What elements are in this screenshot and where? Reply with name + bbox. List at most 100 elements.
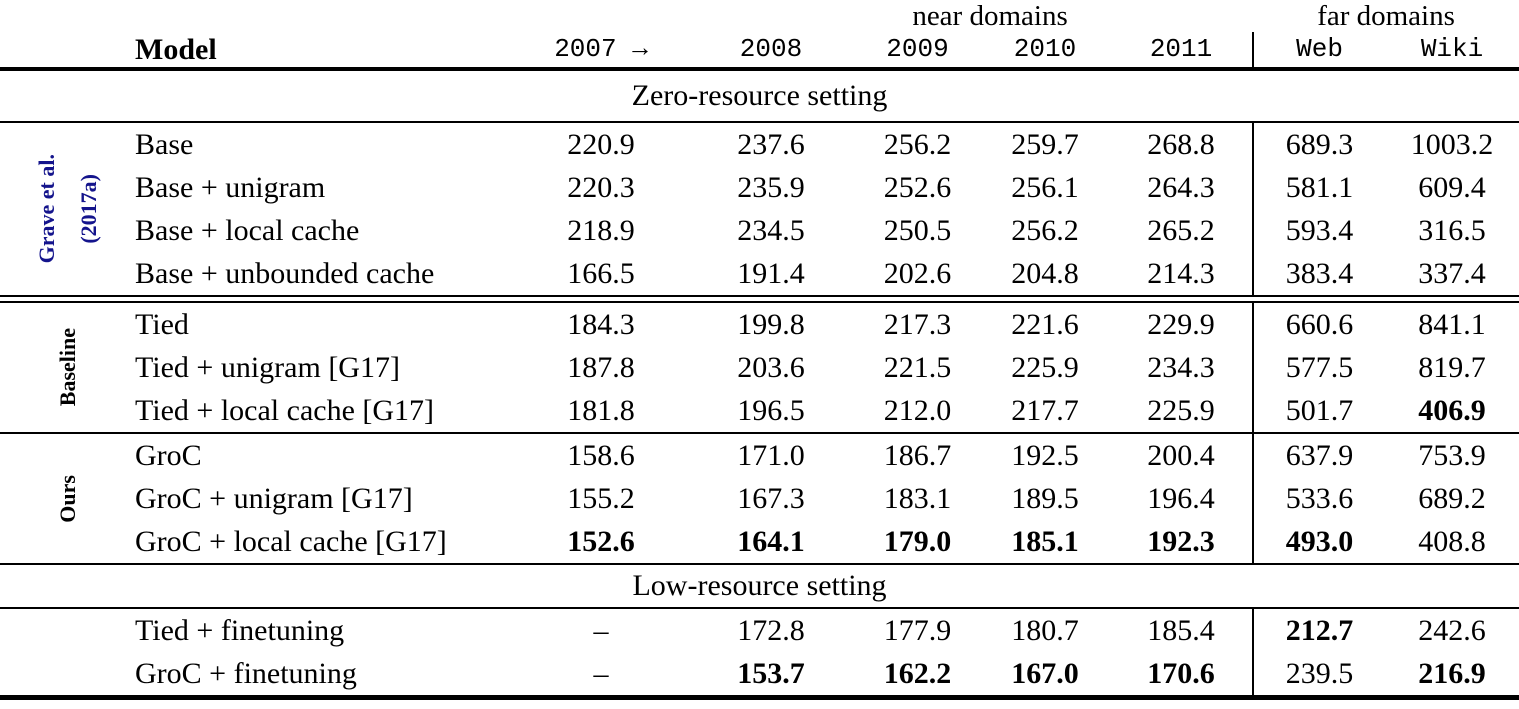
side-label-wrap: Grave et al. (2017a) <box>0 123 135 295</box>
value-cell: 220.3 <box>567 170 635 204</box>
table-row: Base + unbounded cache 166.5 191.4 202.6 204… <box>0 252 1519 296</box>
section-rule <box>0 295 1519 303</box>
value-cell: – <box>593 613 609 647</box>
value-cell: 1003.2 <box>1410 127 1494 161</box>
side-label-cell: Baseline <box>0 302 135 433</box>
value-cell: 259.7 <box>1011 127 1079 161</box>
value-cell: 196.5 <box>737 393 805 427</box>
value-cell: 200.4 <box>1147 438 1215 472</box>
table-row: Tied + finetuning – 172.8 177.9 180.7 185.4 21… <box>0 608 1519 652</box>
value-cell: 753.9 <box>1418 438 1486 472</box>
section-title-row: Zero-resource setting <box>0 67 1519 123</box>
side-label: (2017a) <box>75 174 101 244</box>
header-spacer <box>0 32 135 69</box>
value-cell: 183.1 <box>883 481 952 515</box>
near-domains-header: near domains <box>912 0 1068 32</box>
side-label-cell <box>0 608 135 698</box>
value-cell: 217.3 <box>883 307 952 341</box>
model-name: Tied + local cache [G17] <box>135 393 435 427</box>
value-cell: 170.6 <box>1147 656 1215 690</box>
value-cell: 202.6 <box>883 256 952 290</box>
value-cell: 199.8 <box>737 307 805 341</box>
value-cell: 171.0 <box>737 438 805 472</box>
value-cell: 221.6 <box>1011 307 1079 341</box>
value-cell: 689.3 <box>1252 122 1386 166</box>
value-cell: 533.6 <box>1252 477 1386 520</box>
value-cell: 203.6 <box>737 350 805 384</box>
value-cell: 501.7 <box>1252 389 1386 433</box>
value-cell: 819.7 <box>1418 350 1486 384</box>
value-cell: 637.9 <box>1252 434 1386 477</box>
value-cell: 593.4 <box>1252 209 1386 252</box>
model-name: Tied + unigram [G17] <box>135 350 400 384</box>
value-cell: 408.8 <box>1418 524 1486 558</box>
value-cell: 256.1 <box>1011 170 1079 204</box>
value-cell: 221.5 <box>883 350 952 384</box>
value-cell: 689.2 <box>1418 481 1486 515</box>
value-cell: 172.8 <box>737 613 805 647</box>
value-cell: 186.7 <box>883 438 952 472</box>
table-row: Baseline Tied 184.3 199.8 217.3 221.6 229.9 660… <box>0 302 1519 407</box>
year-column-header-2009: 2009 <box>886 33 949 64</box>
model-name: Tied + finetuning <box>135 613 345 647</box>
model-name: Base + unbounded cache <box>135 256 435 290</box>
value-cell: 177.9 <box>883 613 952 647</box>
value-cell: 155.2 <box>567 481 635 515</box>
side-label-cell: Ours <box>0 434 135 564</box>
value-cell: 167.3 <box>737 481 805 515</box>
model-name: GroC + unigram [G17] <box>135 481 413 515</box>
value-cell: 158.6 <box>567 438 635 472</box>
value-cell: 162.2 <box>883 656 952 690</box>
value-cell: 167.0 <box>1011 656 1079 690</box>
side-label-cell: Grave et al. (2017a) <box>0 122 135 296</box>
year-column-header-2007: 2007 → <box>554 33 648 64</box>
model-name: Base + local cache <box>135 213 360 247</box>
value-cell: 192.3 <box>1147 524 1215 558</box>
side-label-wrap: Ours <box>0 434 135 563</box>
model-name: Base + unigram <box>135 170 326 204</box>
value-cell: 225.9 <box>1011 350 1079 384</box>
model-name: Base <box>135 127 194 161</box>
value-cell: – <box>593 656 609 690</box>
table-row: Grave et al. (2017a) Base 220.9 237.6 256.2 25… <box>0 122 1519 264</box>
side-label-wrap: Baseline <box>0 303 135 432</box>
table-row: Tied + local cache [G17] 181.8 196.5 212.0 2… <box>0 389 1519 433</box>
value-cell: 252.6 <box>883 170 952 204</box>
value-cell: 184.3 <box>567 307 635 341</box>
value-cell: 316.5 <box>1418 213 1486 247</box>
value-cell: 214.3 <box>1147 256 1215 290</box>
value-cell: 235.9 <box>737 170 805 204</box>
value-cell: 153.7 <box>737 656 805 690</box>
rule-line <box>0 295 1519 303</box>
value-cell: 234.5 <box>737 213 805 247</box>
column-header-row: Model 2007 → 2008 2009 2010 2011 Web Wik… <box>0 32 1519 69</box>
table-row: Ours GroC 158.6 171.0 186.7 192.5 200.4 637.9 75… <box>0 434 1519 522</box>
value-cell: 256.2 <box>883 127 952 161</box>
model-name: GroC + finetuning <box>135 656 357 690</box>
model-name: Tied <box>135 307 189 341</box>
value-cell: 180.7 <box>1011 613 1079 647</box>
model-name: GroC + local cache [G17] <box>135 524 447 558</box>
web-column-header: Web <box>1252 32 1386 69</box>
value-cell: 242.6 <box>1418 613 1486 647</box>
value-cell: 204.8 <box>1011 256 1079 290</box>
value-cell: 268.8 <box>1147 127 1215 161</box>
value-cell: 493.0 <box>1252 520 1386 564</box>
table-row: GroC + unigram [G17] 155.2 167.3 183.1 189.5… <box>0 477 1519 520</box>
value-cell: 577.5 <box>1252 346 1386 389</box>
value-cell: 581.1 <box>1252 166 1386 209</box>
value-cell: 406.9 <box>1418 393 1486 427</box>
value-cell: 212.7 <box>1252 608 1386 652</box>
section-rule <box>0 695 1519 702</box>
side-label: Grave et al. <box>34 154 60 264</box>
value-cell: 383.4 <box>1252 252 1386 296</box>
table-row: Tied + unigram [G17] 187.8 203.6 221.5 225.9… <box>0 346 1519 389</box>
value-cell: 152.6 <box>567 524 635 558</box>
value-cell: 187.8 <box>567 350 635 384</box>
table-row: Base + local cache 218.9 234.5 250.5 256.2 26… <box>0 209 1519 252</box>
section-title-row: Low-resource setting <box>0 563 1519 609</box>
domain-group-header-row: near domains far domains <box>0 0 1519 32</box>
value-cell: 841.1 <box>1418 307 1486 341</box>
model-name: GroC <box>135 438 202 472</box>
value-cell: 256.2 <box>1011 213 1079 247</box>
